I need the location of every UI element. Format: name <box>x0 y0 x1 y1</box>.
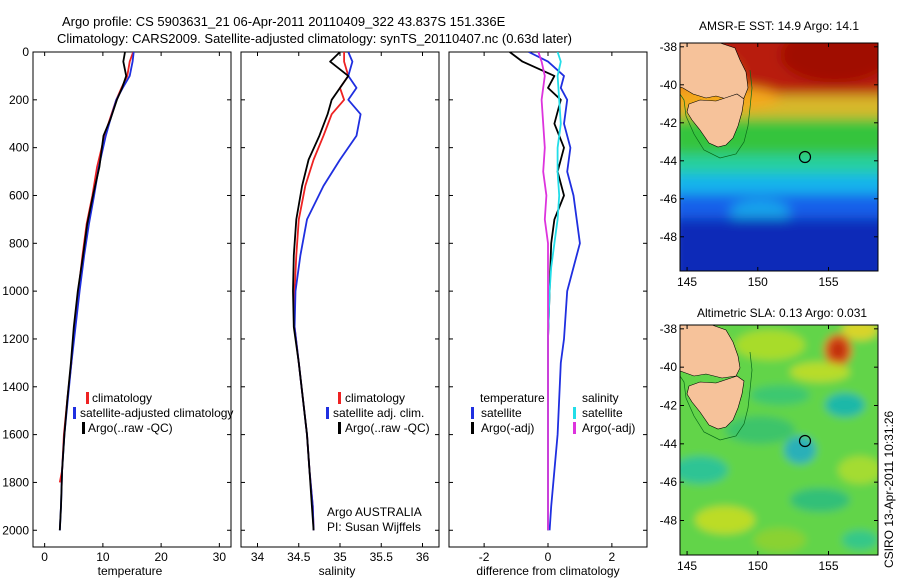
y-tick-label: 1200 <box>2 332 29 346</box>
y-tick-label: 1000 <box>2 284 29 298</box>
lat-tick-label: -46 <box>660 475 678 489</box>
x-tick-label: 35.5 <box>370 550 394 564</box>
sla-map-panel: Altimetric SLA: 0.13 Argo: 0.031 <box>660 306 879 573</box>
legend-label-climatology: climatology <box>345 391 405 405</box>
pi-annotation: PI: Susan Wijffels <box>327 520 421 534</box>
y-tick-label: 200 <box>9 93 29 107</box>
lat-tick-label: -46 <box>660 192 678 206</box>
difference-axis-label: difference from climatology <box>476 564 619 578</box>
temperature-panel: 0 200 400 600 800 1000 1200 1400 1600 1800 2000 0 10… <box>2 45 233 578</box>
lon-tick-label: 150 <box>748 559 768 573</box>
argo-position-marker <box>798 150 812 164</box>
difference-panel: -2 0 2 difference from climatology tempera… <box>448 51 648 578</box>
lat-tick-label: -48 <box>660 230 678 244</box>
header-line-2: Climatology: CARS2009. Satellite-adjuste… <box>57 31 572 46</box>
creation-stamp: CSIRO 13-Apr-2011 10:31:26 <box>882 410 896 568</box>
sst-map-title: AMSR-E SST: 14.9 Argo: 14.1 <box>699 19 859 33</box>
coast-contour <box>680 69 753 159</box>
y-tick-label: 1600 <box>2 428 29 442</box>
sst-map-frame <box>679 42 879 272</box>
x-tick-label: 10 <box>96 550 110 564</box>
salinity-panel: 34 34.5 35 35.5 36 salinity climatology sate… <box>240 51 440 578</box>
x-tick-label: -2 <box>479 550 490 564</box>
x-tick-label: 34 <box>251 550 265 564</box>
legend-swatch-sal-argo <box>573 422 576 434</box>
temperature-legend: climatology satellite-adjusted climatolo… <box>73 391 233 435</box>
argo-position-marker <box>798 434 812 448</box>
legend-swatch-temp-argo <box>471 422 474 434</box>
coast-contour <box>680 351 753 441</box>
salinity-legend: climatology satellite adj. clim. Argo(..… <box>326 391 430 435</box>
legend-label-sal-satellite: satellite <box>582 406 623 420</box>
series-line-2-0 <box>528 52 581 531</box>
legend-swatch-temp-satellite <box>471 407 474 419</box>
legend-label-climatology: climatology <box>92 391 152 405</box>
lat-tick-label: -44 <box>660 154 678 168</box>
salinity-axis-label: salinity <box>319 564 356 578</box>
legend-swatch-climatology <box>86 392 89 404</box>
lat-tick-label: -44 <box>660 437 678 451</box>
y-tick-label: 800 <box>9 236 29 250</box>
temperature-difference-legend: temperature satellite Argo(-adj) <box>471 391 545 435</box>
series-line-0-2 <box>58 52 128 531</box>
legend-title-temperature: temperature <box>480 391 545 405</box>
lon-tick-label: 155 <box>818 275 838 289</box>
x-tick-label: 35 <box>333 550 347 564</box>
legend-label-argo: Argo(..raw -QC) <box>88 421 173 435</box>
y-tick-label: 1400 <box>2 380 29 394</box>
legend-swatch-sal-satellite <box>573 407 576 419</box>
y-tick-label: 1800 <box>2 475 29 489</box>
x-tick-label: 34.5 <box>287 550 311 564</box>
legend-label-argo: Argo(..raw -QC) <box>345 421 430 435</box>
series-line-1-2 <box>292 52 350 531</box>
sla-map-frame <box>679 324 879 556</box>
legend-swatch-argo <box>338 422 341 434</box>
sla-field <box>680 325 878 555</box>
tasmania-landmass <box>680 325 745 430</box>
x-tick-label: 0 <box>545 550 552 564</box>
series-line-2-3 <box>537 52 549 531</box>
lon-tick-label: 145 <box>677 559 697 573</box>
lat-tick-label: -48 <box>660 514 678 528</box>
sst-map-panel: AMSR-E SST: 14.9 Argo: 14.1 <box>660 19 879 289</box>
legend-label-temp-argo: Argo(-adj) <box>481 421 534 435</box>
legend-label-satellite: satellite adj. clim. <box>333 406 424 420</box>
x-tick-label: 20 <box>154 550 168 564</box>
salinity-difference-legend: salinity satellite Argo(-adj) <box>573 391 635 435</box>
legend-label-sal-argo: Argo(-adj) <box>582 421 635 435</box>
x-tick-label: 30 <box>213 550 227 564</box>
lon-tick-label: 155 <box>818 559 838 573</box>
lat-tick-label: -40 <box>660 360 678 374</box>
x-tick-label: 36 <box>416 550 430 564</box>
legend-swatch-satellite <box>73 407 76 419</box>
lon-tick-label: 150 <box>748 275 768 289</box>
temperature-axis-label: temperature <box>98 564 163 578</box>
argo-program-annotation: Argo AUSTRALIA <box>327 505 422 519</box>
legend-label-temp-satellite: satellite <box>481 406 522 420</box>
legend-swatch-climatology <box>338 392 341 404</box>
salinity-plot-frame <box>240 51 440 548</box>
legend-swatch-argo <box>82 422 85 434</box>
y-tick-label: 2000 <box>2 523 29 537</box>
x-tick-label: 0 <box>41 550 48 564</box>
legend-label-satellite: satellite-adjusted climatology <box>80 406 233 420</box>
header-line-1: Argo profile: CS 5903631_21 06-Apr-2011 … <box>62 14 506 29</box>
lon-tick-label: 145 <box>677 275 697 289</box>
temperature-plot-frame <box>32 51 232 548</box>
legend-swatch-satellite <box>326 407 329 419</box>
legend-title-salinity: salinity <box>582 391 619 405</box>
x-tick-label: 2 <box>609 550 616 564</box>
lat-tick-label: -40 <box>660 78 678 92</box>
lat-tick-label: -38 <box>660 40 678 54</box>
tasmania-landmass <box>680 43 749 148</box>
y-tick-label: 600 <box>9 188 29 202</box>
lat-tick-label: -38 <box>660 322 678 336</box>
y-tick-label: 0 <box>22 45 29 59</box>
lat-tick-label: -42 <box>660 399 678 413</box>
y-tick-label: 400 <box>9 141 29 155</box>
lat-tick-label: -42 <box>660 116 678 130</box>
sla-map-title: Altimetric SLA: 0.13 Argo: 0.031 <box>697 306 867 320</box>
